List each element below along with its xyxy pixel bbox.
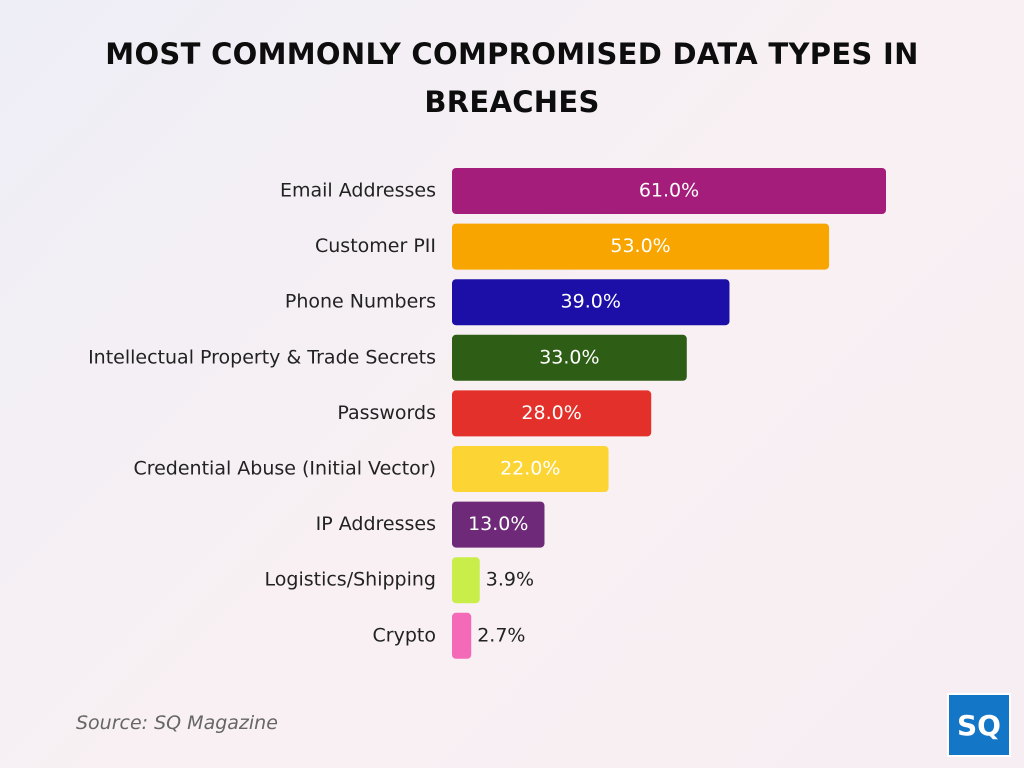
bar bbox=[452, 390, 652, 437]
bar bbox=[452, 223, 830, 270]
value-label: 39.0% bbox=[561, 291, 621, 313]
bar bbox=[452, 334, 687, 381]
category-label: Email Addresses bbox=[280, 180, 436, 202]
bar bbox=[452, 446, 609, 492]
category-label: Crypto bbox=[373, 624, 436, 646]
category-label: IP Addresses bbox=[316, 513, 436, 535]
logo: SQ bbox=[947, 693, 1011, 757]
value-label: 2.7% bbox=[477, 624, 525, 646]
value-label: 3.9% bbox=[486, 569, 534, 591]
bar bbox=[452, 168, 886, 214]
chart-title: MOST COMMONLY COMPROMISED DATA TYPES IN … bbox=[105, 37, 919, 119]
value-label: 28.0% bbox=[521, 402, 581, 424]
category-label: Credential Abuse (Initial Vector) bbox=[133, 458, 436, 480]
category-label: Customer PII bbox=[315, 235, 436, 257]
bar bbox=[452, 501, 545, 548]
category-label: Passwords bbox=[337, 402, 436, 424]
bar bbox=[452, 612, 472, 659]
category-label: Phone Numbers bbox=[285, 291, 436, 313]
value-label: 13.0% bbox=[468, 513, 528, 535]
category-label: Logistics/Shipping bbox=[265, 569, 436, 591]
category-label: Intellectual Property & Trade Secrets bbox=[88, 346, 436, 368]
value-label: 33.0% bbox=[539, 346, 599, 368]
bar bbox=[452, 279, 730, 326]
chart: Email Addresses 61.0% Customer PII 53.0% Pho… bbox=[88, 168, 886, 659]
value-label: 22.0% bbox=[500, 458, 560, 480]
value-label: 61.0% bbox=[639, 180, 699, 202]
value-label: 53.0% bbox=[610, 235, 670, 257]
bar bbox=[452, 557, 480, 604]
source: Source: SQ Magazine bbox=[76, 712, 278, 734]
